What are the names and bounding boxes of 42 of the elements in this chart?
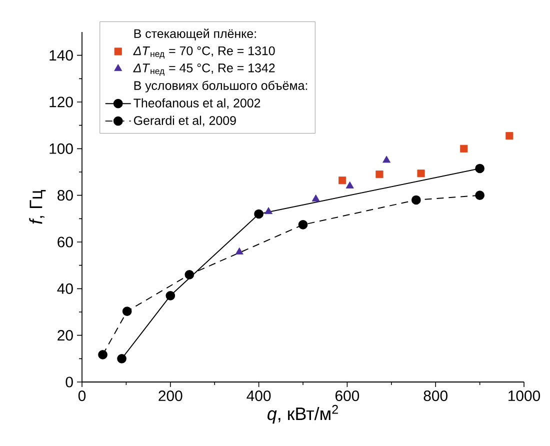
y-tick-label: 0 [66, 376, 73, 388]
point [235, 247, 244, 254]
point [254, 209, 264, 219]
x-tick-label: 800 [424, 390, 448, 402]
legend-label: Theofanous et al, 2002 [134, 98, 260, 109]
point [298, 220, 308, 230]
point [338, 176, 346, 184]
point [382, 156, 391, 163]
point [506, 132, 514, 140]
point [166, 290, 176, 300]
legend-label: Gerardi et al, 2009 [134, 116, 236, 126]
x-tick-label: 1000 [508, 390, 540, 402]
point [312, 194, 320, 202]
y-tick-label: 60 [58, 236, 73, 248]
point [264, 207, 273, 214]
point [122, 306, 132, 316]
y-tick-label: 20 [58, 330, 73, 341]
legend-label: ΔT$_{нед}$ = 70 °C, Re = 1310 [133, 46, 275, 59]
x-tick-label: 600 [336, 390, 360, 402]
y-axis-title: f, Гц [29, 190, 46, 224]
x-tick-label: 200 [158, 390, 182, 402]
point [346, 181, 354, 188]
point [475, 164, 484, 174]
point [376, 170, 384, 178]
x-axis-title: q, кВт/м$^{2}$ [268, 404, 338, 424]
point [475, 190, 484, 200]
y-tick-label: 140 [50, 50, 73, 61]
point [117, 354, 126, 364]
point [460, 144, 468, 152]
y-tick-label: 100 [50, 143, 73, 154]
point [411, 195, 421, 205]
annotation: В стекающей плёнке: [134, 28, 256, 40]
x-tick-label: 0 [78, 390, 86, 402]
point [98, 350, 108, 360]
y-tick-label: 120 [50, 96, 73, 108]
annotation: В условиях большого объёма: [134, 80, 308, 92]
y-tick-label: 80 [58, 190, 73, 201]
point [184, 270, 194, 280]
y-tick-label: 40 [57, 283, 73, 294]
x-tick-label: 400 [246, 390, 271, 402]
point [417, 170, 425, 178]
legend-label: ΔT$_{нед}$ = 45 °C, Re = 1342 [133, 64, 275, 76]
